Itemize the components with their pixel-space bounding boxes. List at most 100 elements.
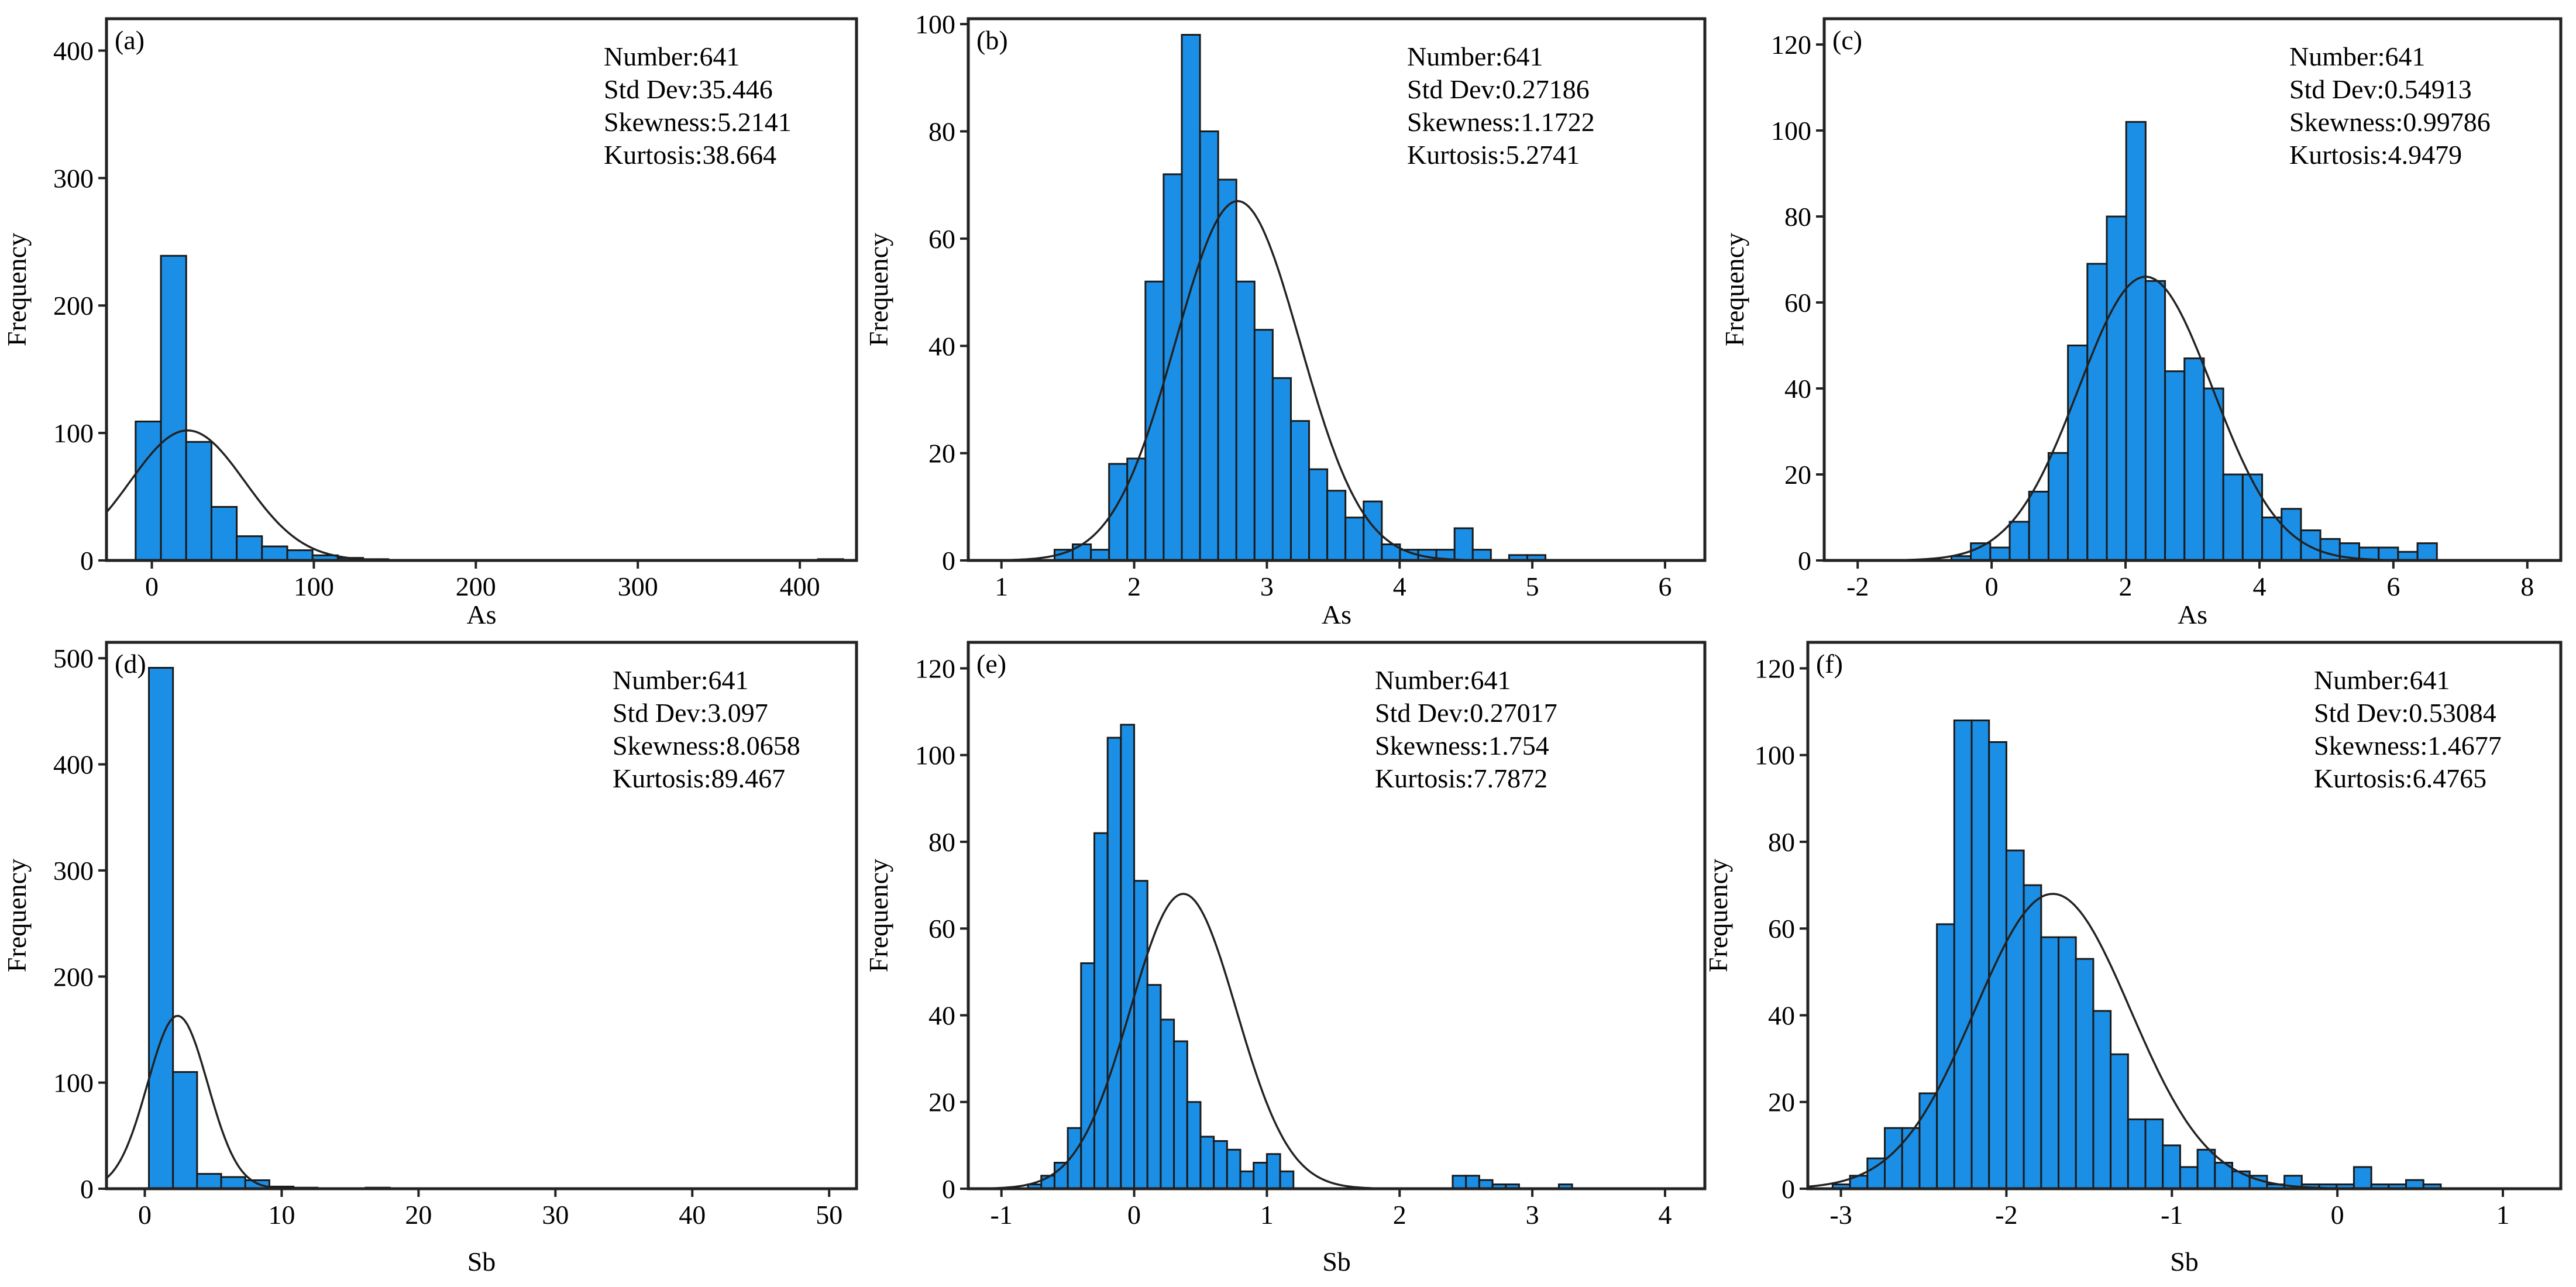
histogram-bar [2203, 387, 2224, 562]
x-axis-label: As [1322, 600, 1351, 629]
histogram-bar [1186, 1101, 1202, 1190]
histogram-bar [1901, 1127, 1921, 1190]
histogram-bar [2067, 345, 2089, 562]
normal-fit-curve [106, 1014, 857, 1189]
histogram-bar [1235, 280, 1256, 562]
histogram-bar [261, 545, 288, 562]
y-tick-label: 100 [915, 741, 955, 770]
histogram-bar [2008, 521, 2030, 562]
x-tick-label: 3 [1526, 1200, 1539, 1230]
x-tick-label: 1 [2496, 1200, 2510, 1230]
panel-label: (a) [115, 25, 145, 55]
normal-fit-curve [1808, 893, 2561, 1189]
histogram-bar [1465, 1175, 1480, 1190]
stats-line: Skewness:8.0658 [613, 731, 800, 760]
histogram-bar [1239, 1170, 1255, 1190]
x-axis-label: Sb [1322, 1247, 1351, 1276]
histogram-bar [286, 549, 314, 562]
y-axis-label: Frequency [2, 859, 32, 972]
histogram-bar [1160, 1018, 1175, 1190]
histogram-bar [2127, 1118, 2147, 1190]
stats-line: Number:641 [2289, 42, 2426, 71]
x-tick-label: 50 [816, 1200, 842, 1230]
histogram-bar [1133, 880, 1148, 1190]
y-tick-label: 40 [928, 1000, 955, 1030]
chart-panel: -2 0 2 4 6 8020406080100120AsFrequency(c)Numb… [1719, 17, 2563, 629]
y-tick-label: 0 [942, 1174, 955, 1204]
x-tick-label: -3 [1829, 1200, 1852, 1230]
stats-line: Number:641 [2314, 665, 2450, 695]
histogram-bar [1308, 468, 1329, 562]
histogram-bar [220, 1176, 246, 1190]
histogram-bar [2110, 1053, 2129, 1190]
y-tick-label: 60 [1784, 288, 1811, 318]
y-tick-label: 100 [1771, 116, 1811, 146]
histogram-bar [1163, 173, 1183, 562]
y-tick-label: 80 [1784, 202, 1811, 232]
y-tick-label: 20 [1784, 460, 1811, 490]
y-tick-label: 40 [1784, 374, 1811, 404]
histogram-bar [2196, 1148, 2216, 1190]
x-axis-label: Sb [2170, 1247, 2199, 1276]
plot-frame [967, 17, 1707, 562]
histogram-bar [1093, 832, 1109, 1190]
y-tick-label: 40 [1768, 1000, 1795, 1030]
y-tick-label: 300 [53, 856, 94, 886]
histogram-bar [1271, 377, 1292, 562]
histogram-bar [1988, 741, 2007, 1190]
stats-line: Kurtosis:4.9479 [2289, 140, 2462, 170]
y-tick-label: 40 [928, 331, 955, 361]
histogram-bar [2281, 508, 2302, 562]
x-tick-label: 0 [138, 1200, 152, 1230]
y-tick-label: 400 [53, 36, 94, 66]
y-axis-label: Frequency [864, 233, 893, 346]
x-tick-label: 300 [618, 572, 658, 601]
normal-fit-curve [968, 199, 1705, 560]
histogram-bar [172, 1071, 198, 1190]
x-tick-label: 5 [1526, 572, 1539, 601]
histogram-bar [1253, 329, 1274, 562]
histogram-bar [196, 1173, 222, 1190]
stats-line: Number:641 [604, 42, 740, 71]
x-axis-label: As [466, 600, 496, 629]
histogram-bar [2005, 849, 2025, 1190]
x-tick-label: 0 [1127, 1200, 1141, 1230]
histogram-bar [1381, 543, 1401, 562]
stats-line: Skewness:1.1722 [1407, 107, 1595, 137]
chart-panel: 0 100 200 300 400 0 100 200 300 400 As Frequency (a)… [2, 17, 858, 629]
histogram-bar [2040, 936, 2060, 1190]
panel-label: (e) [976, 649, 1006, 679]
histogram-bar [1326, 490, 1347, 562]
stats-line: Std Dev:0.53084 [2314, 698, 2496, 728]
stats-line: Std Dev:35.446 [604, 74, 773, 104]
y-tick-label: 100 [53, 1068, 94, 1098]
histogram-bar [1279, 1170, 1295, 1190]
stats-line: Number:641 [613, 665, 749, 695]
plot-frame [967, 641, 1707, 1190]
panel-label: (d) [115, 649, 146, 679]
x-tick-label: 100 [294, 572, 334, 601]
y-tick-label: 60 [928, 224, 955, 254]
y-tick-label: 20 [1768, 1088, 1795, 1117]
histogram-bar [2023, 884, 2042, 1190]
y-tick-label: 300 [53, 163, 94, 193]
histogram-bar [1452, 1175, 1467, 1190]
stats-line: Kurtosis:89.467 [613, 763, 785, 793]
histogram-bar [1213, 1140, 1228, 1190]
histogram-bar [160, 254, 187, 562]
x-tick-label: 1 [995, 572, 1008, 601]
x-tick-label: 2 [2119, 572, 2133, 601]
plot-frame [1806, 641, 2563, 1190]
normal-fit-curve [1824, 276, 2561, 560]
histogram-bar [2353, 1166, 2372, 1190]
y-tick-label: 0 [1781, 1174, 1795, 1204]
y-tick-label: 120 [1755, 653, 1795, 683]
histogram-bar [2092, 1010, 2112, 1190]
y-tick-label: 400 [53, 750, 94, 780]
y-tick-label: 60 [928, 914, 955, 944]
stats-line: Skewness:5.2141 [604, 107, 792, 137]
x-tick-label: 3 [1260, 572, 1274, 601]
histogram-bar [1936, 923, 1955, 1190]
x-tick-label: 30 [542, 1200, 569, 1230]
histogram-bar [2144, 280, 2166, 562]
